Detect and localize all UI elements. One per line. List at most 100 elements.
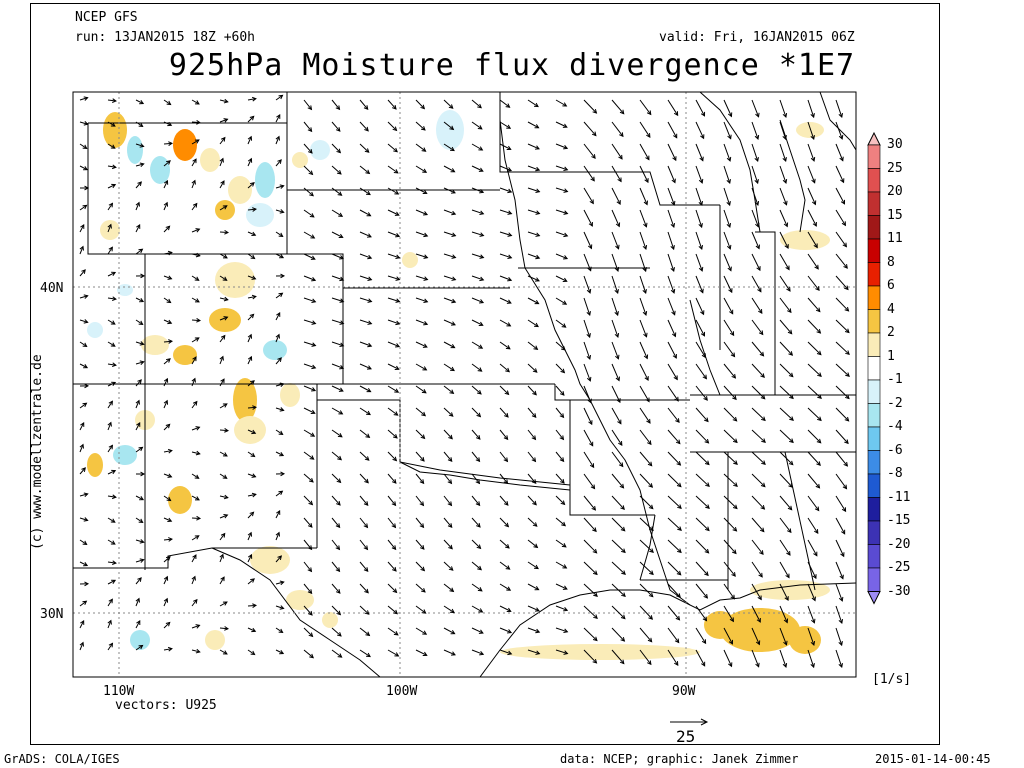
river-line — [499, 119, 691, 606]
wind-vector — [527, 407, 537, 418]
wind-vector-head — [194, 535, 200, 540]
wind-vector — [695, 385, 708, 401]
wind-vector — [79, 224, 85, 233]
wind-vector-head — [755, 244, 760, 250]
wind-vector — [611, 319, 619, 338]
wind-vector-head — [338, 410, 344, 415]
wind-vector-head — [816, 438, 822, 444]
wind-vector-head — [758, 330, 764, 336]
wind-vector — [107, 99, 116, 102]
wind-vector-head — [194, 139, 200, 144]
wind-vector-head — [648, 615, 654, 620]
wind-vector — [219, 451, 228, 457]
wind-vector — [471, 341, 483, 349]
wind-vector-head — [307, 105, 313, 111]
wind-vector — [667, 429, 681, 444]
wind-vector-head — [506, 145, 512, 151]
wind-vector-head — [478, 167, 484, 172]
wind-vector — [639, 99, 652, 115]
wind-vector-head — [448, 412, 454, 417]
divergence-patch — [233, 378, 257, 422]
wind-vector-head — [759, 550, 764, 556]
wind-vector — [359, 253, 372, 259]
wind-vector-head — [224, 626, 230, 631]
wind-vector-head — [811, 618, 816, 624]
wind-vector — [303, 275, 316, 281]
wind-vector-head — [111, 494, 117, 500]
wind-vector-head — [82, 144, 88, 150]
wind-vector — [751, 187, 759, 206]
wind-vector-head — [560, 478, 565, 484]
wind-vector — [163, 450, 172, 453]
wind-vector — [303, 231, 315, 239]
wind-vector — [779, 165, 787, 184]
wind-vector — [499, 473, 508, 484]
wind-vector-head — [395, 343, 401, 348]
wind-vector — [723, 407, 737, 422]
wind-vector-head — [560, 500, 566, 506]
wind-vector — [107, 363, 116, 366]
wind-vector — [611, 253, 619, 272]
wind-vector — [191, 253, 200, 257]
wind-vector-head — [223, 98, 229, 104]
wind-vector-head — [534, 564, 539, 570]
wind-vector — [303, 143, 313, 154]
wind-vector — [639, 539, 654, 553]
wind-vector-head — [760, 482, 766, 488]
figure-frame — [30, 3, 940, 745]
wind-vector — [163, 473, 172, 478]
wind-vector — [219, 429, 229, 432]
wind-vector-head — [278, 94, 284, 100]
wind-vector-head — [249, 313, 255, 319]
wind-vector — [331, 187, 342, 196]
wind-vector — [275, 253, 284, 259]
divergence-patch — [127, 136, 143, 164]
wind-vector-head — [84, 185, 90, 191]
wind-vector-head — [447, 457, 453, 462]
wind-vector-head — [810, 135, 815, 141]
colorbar-swatch — [867, 544, 881, 569]
wind-vector — [779, 539, 791, 556]
wind-vector-head — [338, 212, 344, 217]
wind-vector-head — [760, 373, 765, 378]
wind-vector — [359, 99, 369, 110]
wind-vector — [751, 649, 760, 667]
wind-vector — [79, 493, 88, 497]
wind-vector-head — [395, 320, 401, 326]
reference-vector-label: 25 — [676, 727, 696, 746]
wind-vector-head — [420, 434, 426, 440]
wind-vector — [555, 165, 568, 171]
wind-vector — [723, 143, 731, 162]
wind-vector-head — [647, 440, 652, 446]
wind-vector — [639, 583, 654, 598]
wind-vector — [527, 517, 538, 527]
wind-vector — [107, 598, 113, 607]
wind-vector — [779, 649, 787, 668]
wind-vector — [163, 251, 172, 255]
wind-vector-head — [275, 333, 280, 339]
wind-vector-head — [475, 435, 481, 440]
wind-vector — [611, 363, 620, 381]
wind-vector — [667, 231, 675, 250]
wind-vector-head — [168, 339, 173, 344]
wind-vector-head — [506, 322, 512, 327]
wind-vector-head — [670, 245, 675, 251]
state-border — [499, 92, 720, 206]
wind-vector — [471, 275, 484, 281]
wind-vector-head — [252, 207, 257, 212]
colorbar-level-label: -30 — [887, 583, 911, 599]
wind-vector-head — [533, 543, 539, 549]
wind-vector-head — [420, 456, 425, 462]
wind-vector — [359, 451, 370, 461]
wind-vector — [639, 561, 654, 575]
wind-vector-head — [787, 329, 793, 335]
wind-vector — [163, 648, 172, 651]
wind-vector — [359, 429, 370, 438]
wind-vector — [583, 539, 597, 554]
wind-vector — [191, 624, 200, 629]
wind-vector-head — [730, 352, 736, 358]
wind-vector — [107, 620, 112, 629]
wind-vector — [135, 495, 144, 501]
wind-vector-head — [760, 505, 766, 510]
wind-vector — [191, 401, 198, 409]
